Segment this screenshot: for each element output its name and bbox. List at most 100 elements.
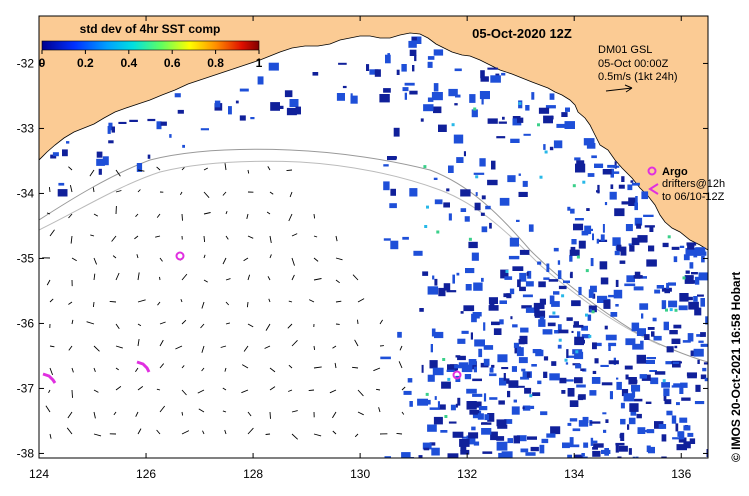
sst-pixel — [567, 388, 575, 397]
current-vector — [289, 191, 293, 198]
sst-pixel-high — [505, 270, 509, 273]
sst-pixel — [479, 158, 486, 167]
current-vector — [352, 366, 359, 369]
sst-pixel — [663, 321, 669, 331]
sst-pixel — [214, 100, 221, 108]
current-vector — [201, 301, 205, 309]
sst-pixel — [443, 283, 451, 291]
sst-pixel — [426, 399, 431, 405]
sst-pixel — [489, 397, 498, 400]
y-tick-label: -34 — [17, 186, 35, 200]
sst-pixel — [518, 191, 528, 197]
current-vector — [265, 433, 271, 435]
sst-pixel — [507, 438, 513, 444]
sst-pixel — [502, 116, 505, 120]
sst-pixel — [411, 37, 417, 41]
sst-pixel — [510, 316, 513, 320]
sst-pixel — [510, 138, 520, 143]
sst-pixel — [636, 328, 646, 336]
sst-pixel — [431, 92, 443, 101]
sst-pixel — [634, 398, 643, 402]
sst-pixel — [704, 377, 708, 382]
sst-pixel — [58, 182, 65, 186]
current-vector — [49, 367, 54, 376]
sst-pixel-high — [582, 180, 586, 184]
sst-pixel — [498, 452, 505, 458]
sst-pixel — [427, 424, 437, 432]
sst-pixel — [450, 404, 456, 411]
sst-pixel — [550, 426, 561, 435]
current-vector — [288, 389, 293, 392]
sst-pixel — [525, 307, 535, 313]
colorbar-tick-label: 0.6 — [164, 56, 181, 70]
current-vector — [201, 367, 205, 372]
sst-pixel — [673, 256, 678, 263]
current-vector — [201, 345, 205, 353]
sst-pixel — [586, 143, 596, 149]
sst-pixel — [549, 93, 555, 100]
sst-pixel — [461, 330, 469, 334]
sst-pixel — [489, 222, 492, 229]
sst-pixel — [553, 140, 563, 149]
sst-pixel — [558, 285, 567, 290]
sst-pixel — [619, 260, 626, 264]
sst-pixel — [646, 357, 656, 360]
sst-pixel — [610, 312, 618, 317]
current-vector — [115, 367, 119, 371]
sst-pixel — [268, 62, 279, 71]
sst-pixel — [608, 345, 611, 351]
y-axis: -32 -33 -34 -35 -36 -37 -38 — [17, 56, 708, 460]
sst-pixel — [666, 346, 674, 353]
sst-pixel — [66, 141, 70, 144]
sst-pixel — [250, 117, 255, 120]
bathymetry-contour-1 — [39, 148, 708, 363]
sst-pixel — [603, 429, 607, 433]
current-vector — [247, 235, 254, 239]
current-vector — [264, 345, 271, 349]
sst-pixel — [464, 216, 470, 222]
current-vector — [329, 389, 337, 394]
sst-pixel — [676, 444, 687, 451]
current-vector — [267, 276, 271, 281]
sst-pixel — [602, 169, 612, 175]
current-vector — [224, 367, 227, 372]
sst-pixel — [634, 217, 643, 226]
sst-pixel — [675, 423, 679, 432]
sst-pixel — [641, 191, 649, 200]
current-vector — [224, 429, 227, 435]
sst-pixel-high — [518, 102, 522, 105]
current-vector — [68, 301, 73, 305]
current-vector — [159, 276, 161, 281]
sst-pixel — [546, 263, 550, 272]
current-vector — [115, 345, 123, 349]
sst-pixel — [429, 407, 440, 410]
sst-pixel — [679, 387, 684, 394]
sst-pixel-high — [436, 230, 440, 234]
sst-pixel-high — [558, 338, 562, 342]
current-vector — [269, 235, 272, 243]
sst-pixel — [390, 188, 396, 196]
current-vector — [332, 430, 337, 435]
current-vector — [175, 345, 183, 350]
current-vector — [335, 279, 340, 284]
sst-pixel — [613, 289, 623, 299]
sst-pixel — [286, 107, 297, 116]
scale-arrow-head — [624, 84, 633, 93]
sst-pixel — [521, 305, 532, 309]
current-vector — [93, 273, 96, 281]
sst-pixel — [590, 258, 594, 267]
sst-pixel — [474, 339, 485, 347]
sst-pixel — [497, 424, 508, 429]
current-vector — [49, 298, 54, 303]
current-vector — [313, 433, 322, 437]
sst-pixel — [446, 188, 450, 192]
sst-pixel — [623, 393, 635, 402]
current-vector — [115, 272, 120, 281]
sst-pixel — [383, 88, 391, 93]
sst-pixel — [649, 370, 657, 372]
current-vector — [357, 411, 364, 416]
sst-pixel — [402, 236, 409, 240]
current-vector — [313, 257, 319, 262]
sst-pixel — [574, 339, 585, 344]
sst-pixel — [489, 367, 494, 373]
